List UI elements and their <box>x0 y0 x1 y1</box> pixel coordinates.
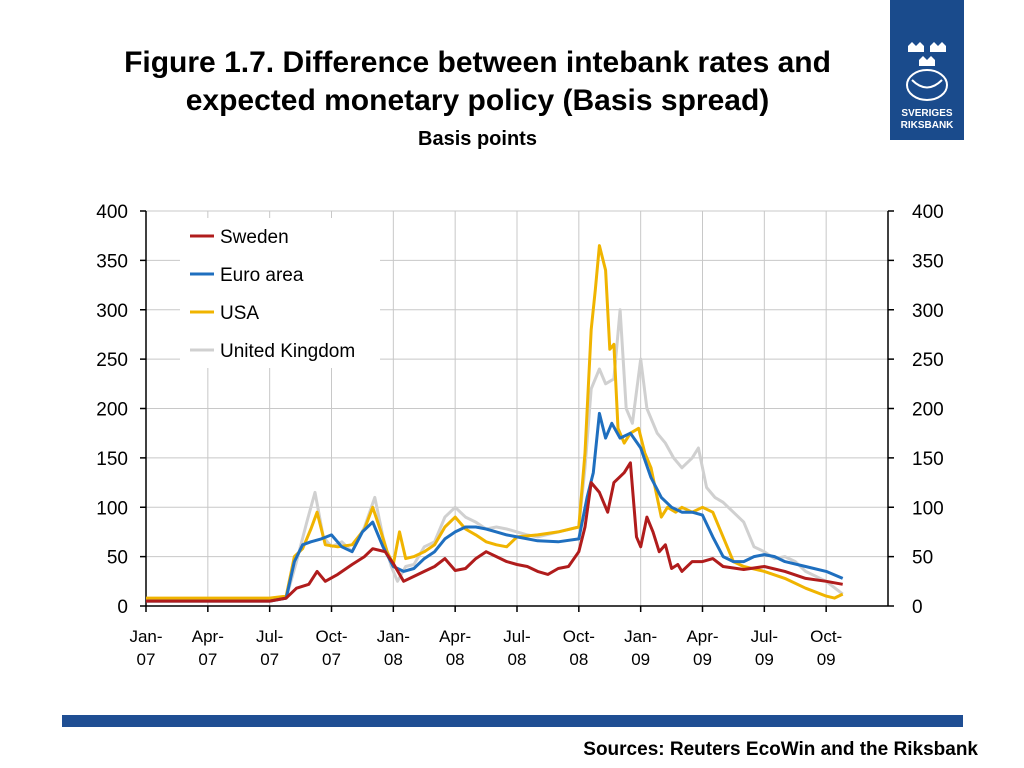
legend-box <box>180 218 380 368</box>
x-tick-label-bottom: 07 <box>322 650 341 669</box>
series-line-euro-area <box>146 411 844 603</box>
legend-label: Euro area <box>220 265 304 286</box>
y-tick-label-right: 200 <box>912 400 944 421</box>
legend-label: United Kingdom <box>220 341 355 362</box>
x-tick-label-bottom: 07 <box>260 650 279 669</box>
title-line-2: expected monetary policy (Basis spread) <box>185 84 770 117</box>
crown-seal-icon <box>906 42 948 101</box>
x-tick-label-top: Oct- <box>810 627 842 646</box>
y-tick-label-left: 300 <box>96 301 128 322</box>
title-line-1: Figure 1.7. Difference between intebank … <box>124 46 831 79</box>
y-tick-label-left: 350 <box>96 251 128 272</box>
chart-subtitle: Basis points <box>418 128 537 150</box>
x-tick-label-top: Apr- <box>192 627 224 646</box>
y-tick-label-right: 400 <box>912 202 944 223</box>
footer-divider <box>62 715 963 727</box>
axes: 0 0 50 50 100 100 150 150 200 200 250 250 300 300 350 3… <box>96 202 943 669</box>
y-tick-label-left: 200 <box>96 400 128 421</box>
series-line-sweden <box>146 461 843 603</box>
y-tick-label-left: 250 <box>96 350 128 371</box>
y-tick-label-left: 150 <box>96 449 128 470</box>
y-tick-label-right: 150 <box>912 449 944 470</box>
x-tick-label-top: Jan- <box>129 627 162 646</box>
y-tick-label-right: 300 <box>912 301 944 322</box>
logo-text: SVERIGES RIKSBANK <box>890 108 964 132</box>
x-tick-label-bottom: 08 <box>508 650 527 669</box>
x-tick-label-bottom: 07 <box>198 650 217 669</box>
x-tick-label-bottom: 09 <box>817 650 836 669</box>
x-tick-label-bottom: 09 <box>631 650 650 669</box>
x-tick-label-bottom: 08 <box>569 650 588 669</box>
legend: Sweden Euro area USA United Kingdom <box>180 218 380 368</box>
riksbank-logo: SVERIGES RIKSBANK <box>890 0 964 140</box>
x-tick-label-bottom: 08 <box>446 650 465 669</box>
x-tick-label-bottom: 08 <box>384 650 403 669</box>
x-tick-label-top: Oct- <box>315 627 347 646</box>
x-tick-label-bottom: 09 <box>693 650 712 669</box>
x-tick-label-bottom: 07 <box>137 650 156 669</box>
y-tick-label-left: 400 <box>96 202 128 223</box>
x-tick-label-top: Oct- <box>563 627 595 646</box>
y-tick-label-right: 0 <box>912 597 923 618</box>
x-tick-label-top: Apr- <box>686 627 718 646</box>
source-note: Sources: Reuters EcoWin and the Riksbank <box>583 739 978 760</box>
logo-text-line1: SVERIGES <box>901 108 953 119</box>
chart-title: Figure 1.7. Difference between intebank … <box>40 44 915 120</box>
x-tick-label-top: Apr- <box>439 627 471 646</box>
y-tick-label-left: 100 <box>96 498 128 519</box>
x-tick-label-top: Jul- <box>503 627 530 646</box>
y-tick-label-right: 100 <box>912 498 944 519</box>
y-tick-label-right: 350 <box>912 251 944 272</box>
x-tick-label-top: Jan- <box>624 627 657 646</box>
grid-lines <box>146 210 888 606</box>
line-chart: 0 0 50 50 100 100 150 150 200 200 250 250 300 300 350 3… <box>96 202 943 669</box>
logo-text-line2: RIKSBANK <box>900 120 954 131</box>
y-tick-label-right: 250 <box>912 350 944 371</box>
x-tick-label-top: Jul- <box>256 627 283 646</box>
series-lines <box>146 244 844 603</box>
x-tick-label-top: Jul- <box>751 627 778 646</box>
legend-label: USA <box>220 303 259 324</box>
y-tick-label-left: 50 <box>107 548 128 569</box>
y-tick-label-right: 50 <box>912 548 933 569</box>
legend-label: Sweden <box>220 227 289 248</box>
y-tick-label-left: 0 <box>117 597 128 618</box>
x-tick-label-bottom: 09 <box>755 650 774 669</box>
x-tick-label-top: Jan- <box>377 627 410 646</box>
